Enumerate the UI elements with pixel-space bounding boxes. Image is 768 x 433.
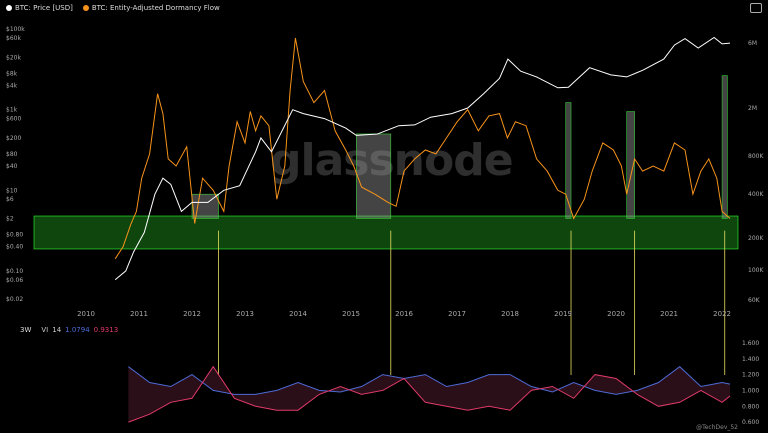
x-tick-label: 2011 xyxy=(130,310,148,318)
vi-minus-line xyxy=(128,365,731,423)
y-right-tick-label: 6M xyxy=(748,40,757,47)
x-tick-label: 2016 xyxy=(395,310,413,318)
indicator-name: VI xyxy=(41,326,49,334)
y-left-tick-label: $80 xyxy=(6,151,18,158)
y-right-tick-label: 60K xyxy=(748,297,761,304)
legend-item-price[interactable]: BTC: Price [USD] xyxy=(6,4,73,12)
x-tick-label: 2019 xyxy=(554,310,572,318)
y-right-tick-label: 200K xyxy=(748,235,764,242)
x-tick-label: 2015 xyxy=(342,310,360,318)
x-tick-label: 2013 xyxy=(236,310,254,318)
x-tick-label: 2010 xyxy=(77,310,95,318)
watermark: glassnode xyxy=(270,135,514,186)
legend-label: BTC: Price [USD] xyxy=(15,4,73,12)
x-tick-label: 2014 xyxy=(289,310,307,318)
y-left-tick-label: $0.06 xyxy=(6,277,23,284)
indicator-header: 3W VI 14 1.0794 0.9313 xyxy=(20,326,118,334)
y-left-tick-label: $60k xyxy=(6,35,21,42)
x-tick-label: 2020 xyxy=(607,310,625,318)
x-tick-label: 2012 xyxy=(183,310,201,318)
y-right-tick-label: 100K xyxy=(748,267,764,274)
y-left-tick-label: $6 xyxy=(6,196,14,203)
price-line xyxy=(114,36,731,281)
indicator-tick-label: 1.400 xyxy=(742,356,759,363)
support-band xyxy=(33,215,739,250)
x-tick-label: 2017 xyxy=(448,310,466,318)
y-left-tick-label: $4k xyxy=(6,82,18,89)
indicator-tick-label: 0.600 xyxy=(742,419,759,426)
legend: BTC: Price [USD] BTC: Entity-Adjusted Do… xyxy=(6,4,220,12)
y-right-tick-label: 400K xyxy=(748,191,764,198)
y-right-tick-label: 2M xyxy=(748,105,757,112)
y-left-tick-label: $100k xyxy=(6,26,25,33)
vortex-fill xyxy=(128,366,730,423)
dormancy-flow-line xyxy=(114,37,731,260)
indicator-timeframe: 3W xyxy=(20,326,32,334)
camera-icon[interactable] xyxy=(750,3,762,13)
indicator-tick-label: 1.200 xyxy=(742,372,759,379)
y-left-tick-label: $200 xyxy=(6,135,21,142)
y-right-tick-label: 800K xyxy=(748,153,764,160)
dormancy-dot-icon xyxy=(82,5,89,11)
indicator-vi-plus: 1.0794 xyxy=(65,326,90,334)
x-tick-label: 2018 xyxy=(501,310,519,318)
y-left-tick-label: $0.80 xyxy=(6,231,23,238)
x-tick-label: 2021 xyxy=(660,310,678,318)
legend-label: BTC: Entity-Adjusted Dormancy Flow xyxy=(91,4,220,12)
indicator-tick-label: 1.000 xyxy=(742,387,759,394)
x-tick-label: 2022 xyxy=(713,310,731,318)
indicator-period: 14 xyxy=(52,326,62,334)
accumulation-box xyxy=(626,111,635,219)
price-dot-icon xyxy=(6,5,12,11)
indicator-tick-label: 1.600 xyxy=(742,340,759,347)
y-left-tick-label: $2 xyxy=(6,215,14,222)
legend-item-dormancy[interactable]: BTC: Entity-Adjusted Dormancy Flow xyxy=(82,4,220,12)
accumulation-box xyxy=(565,102,572,219)
y-left-tick-label: $40 xyxy=(6,163,18,170)
accumulation-box xyxy=(721,75,728,219)
accumulation-box xyxy=(356,133,392,219)
indicator-vi-minus: 0.9313 xyxy=(93,326,119,334)
credit: @TechDev_52 xyxy=(696,424,738,431)
indicator-tick-label: 0.800 xyxy=(742,403,759,410)
y-left-tick-label: $0.40 xyxy=(6,244,23,251)
y-left-tick-label: $10 xyxy=(6,187,18,194)
y-left-tick-label: $20k xyxy=(6,54,21,61)
y-left-tick-label: $8k xyxy=(6,70,18,77)
y-left-tick-label: $0.10 xyxy=(6,268,23,275)
y-left-tick-label: $600 xyxy=(6,116,21,123)
y-left-tick-label: $1k xyxy=(6,107,18,114)
y-left-tick-label: $0.02 xyxy=(6,296,23,303)
